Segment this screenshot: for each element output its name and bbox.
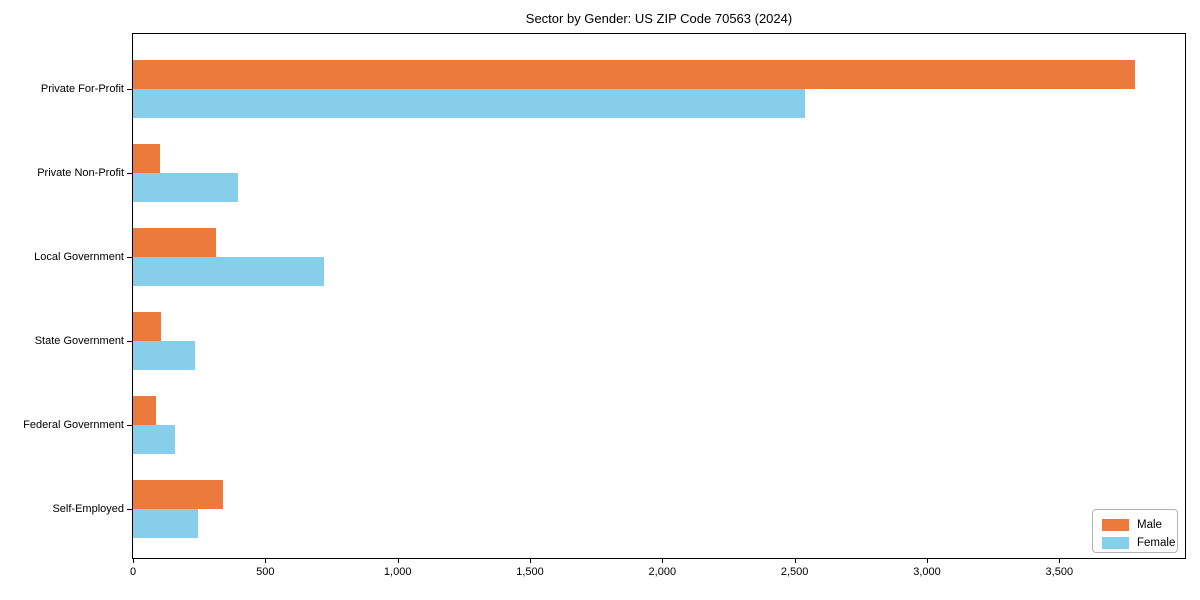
bar-male-local-government (133, 228, 217, 257)
bar-female-private-for-profit (133, 89, 806, 118)
legend: Male Female (1092, 509, 1178, 553)
plot-area: Male Female (132, 33, 1186, 559)
y-tick-mark (127, 341, 132, 342)
legend-item-male: Male (1102, 517, 1177, 533)
x-tick-mark (662, 559, 664, 563)
y-tick-label: Private Non-Profit (37, 167, 124, 179)
bar-male-self-employed (133, 480, 223, 509)
x-tick-mark (397, 559, 399, 563)
x-tick-mark (794, 559, 796, 563)
x-tick-mark (530, 559, 531, 563)
y-tick-mark (127, 425, 132, 426)
y-tick-label: Federal Government (23, 419, 124, 431)
bar-female-private-non-profit (133, 173, 238, 202)
x-tick-label: 1,000 (383, 566, 412, 578)
bar-female-federal-government (133, 425, 176, 454)
y-tick-mark (127, 257, 132, 258)
y-tick-label: Self-Employed (52, 503, 124, 515)
bar-male-private-for-profit (133, 60, 1135, 89)
x-tick-label: 3,500 (1045, 566, 1074, 578)
bar-male-federal-government (133, 396, 156, 425)
bar-female-self-employed (133, 509, 198, 538)
x-tick-label: 2,000 (648, 566, 677, 578)
bar-female-state-government (133, 341, 196, 370)
legend-swatch-female-icon (1102, 537, 1129, 549)
x-tick-label: 1,500 (516, 566, 544, 578)
x-tick-mark (927, 559, 928, 563)
legend-item-female: Female (1102, 535, 1177, 551)
y-tick-mark (127, 509, 132, 510)
y-tick-mark (127, 89, 132, 90)
legend-label-male: Male (1137, 519, 1162, 531)
legend-label-female: Female (1137, 537, 1176, 549)
y-tick-mark (127, 173, 132, 174)
x-tick-label: 2,500 (780, 566, 809, 578)
x-tick-label: 0 (129, 566, 137, 578)
y-tick-label: Private For-Profit (40, 83, 124, 95)
x-tick-label: 3,000 (913, 566, 941, 578)
bar-female-local-government (133, 257, 324, 286)
legend-swatch-male-icon (1102, 519, 1129, 531)
x-tick-label: 500 (256, 566, 275, 578)
bar-male-private-non-profit (133, 144, 160, 173)
x-tick-mark (1059, 559, 1061, 563)
y-tick-label: Local Government (34, 251, 124, 263)
y-tick-label: State Government (34, 335, 124, 347)
x-tick-mark (133, 559, 134, 563)
x-tick-mark (265, 559, 267, 563)
chart-title: Sector by Gender: US ZIP Code 70563 (202… (525, 11, 793, 26)
bar-male-state-government (133, 312, 161, 341)
